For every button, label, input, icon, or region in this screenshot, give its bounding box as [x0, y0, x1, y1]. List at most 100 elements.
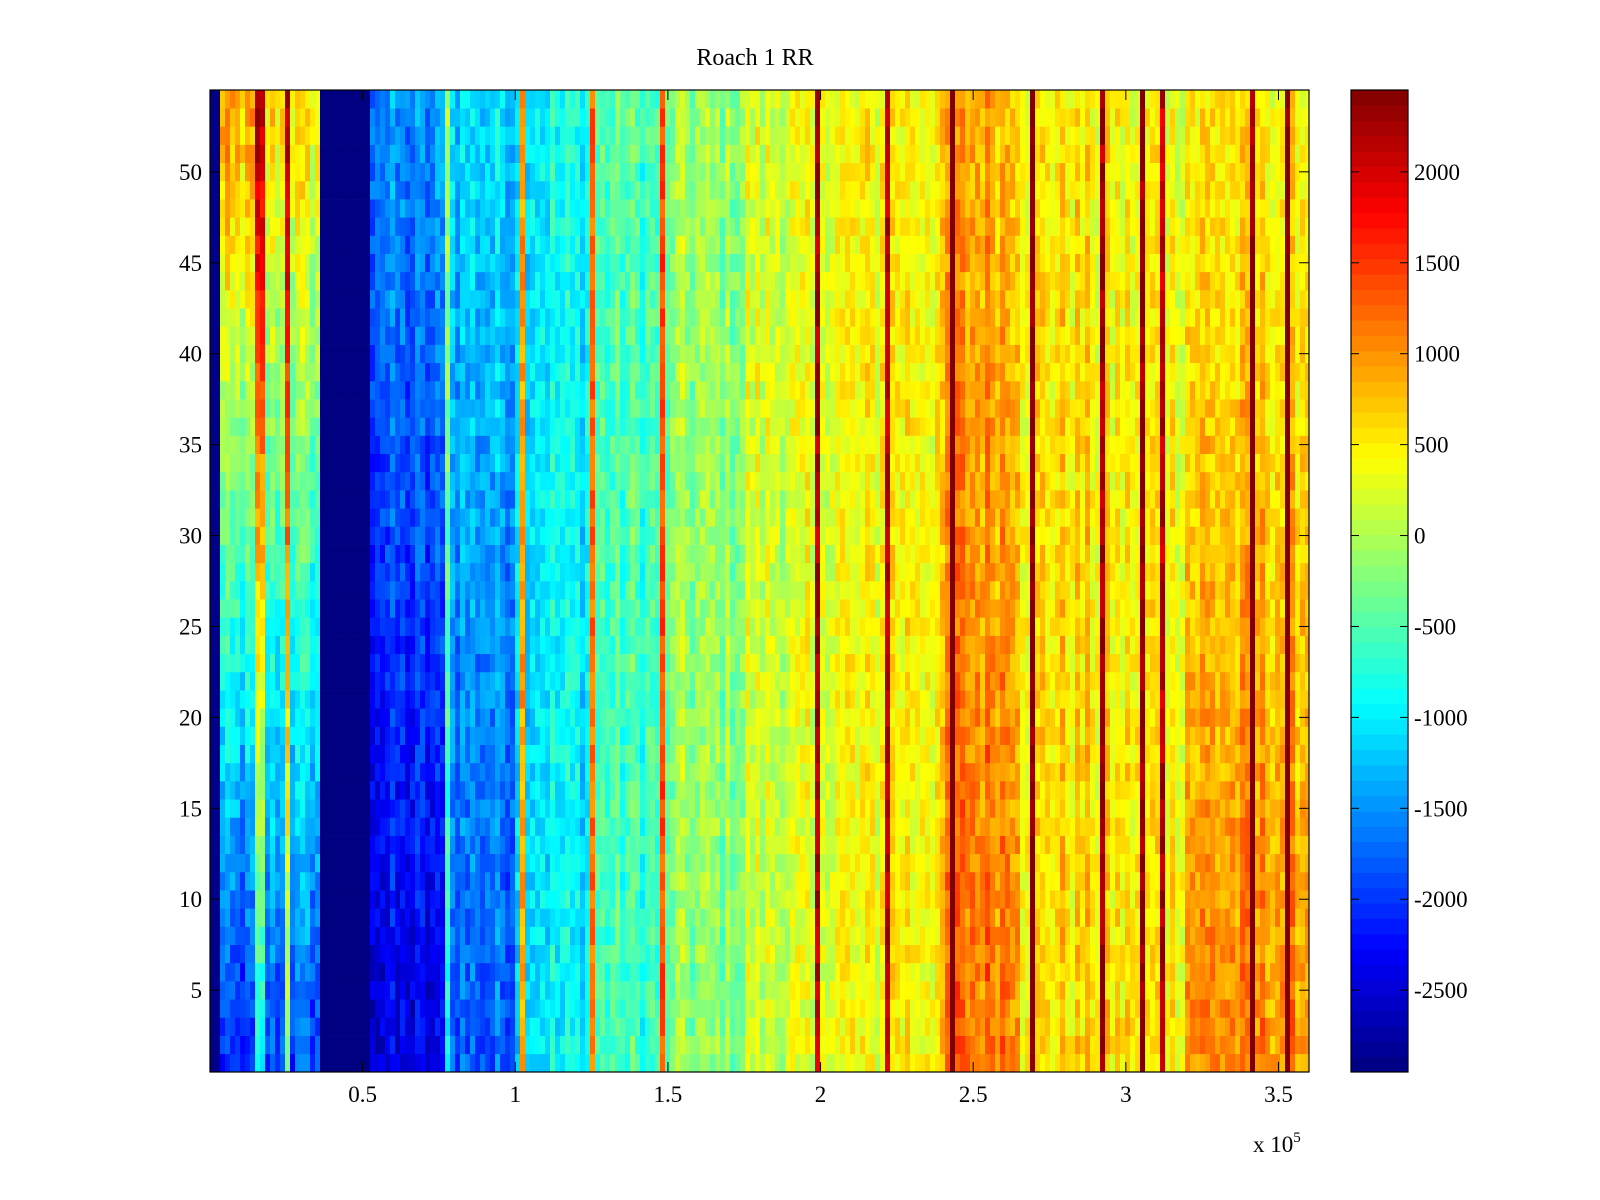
heatmap-cell: [305, 690, 311, 709]
heatmap-cell: [665, 380, 671, 400]
heatmap-cell: [270, 344, 276, 364]
heatmap-cell: [475, 235, 481, 254]
heatmap-cell: [580, 926, 586, 946]
heatmap-cell: [270, 217, 276, 236]
heatmap-cell: [390, 544, 396, 564]
heatmap-cell: [540, 380, 546, 400]
heatmap-cell: [270, 671, 276, 691]
heatmap-cell: [430, 471, 436, 491]
heatmap-cell: [395, 744, 401, 764]
heatmap-cell: [225, 908, 231, 927]
heatmap-cell: [540, 726, 546, 745]
heatmap-cell: [345, 599, 351, 618]
heatmap-cell: [540, 180, 546, 200]
heatmap-cell: [330, 853, 336, 873]
heatmap-cell: [265, 380, 271, 400]
heatmap-cell: [550, 708, 556, 727]
heatmap-cell: [220, 726, 226, 745]
heatmap-cell: [305, 1017, 311, 1036]
heatmap-cell: [435, 126, 441, 145]
heatmap-cell: [520, 890, 526, 909]
heatmap-cell: [465, 271, 471, 291]
heatmap-cell: [280, 908, 286, 927]
heatmap-cell: [395, 1017, 401, 1036]
heatmap-cell: [620, 453, 626, 473]
heatmap-cell: [535, 926, 541, 946]
heatmap-cell: [225, 108, 231, 127]
heatmap-cell: [585, 1053, 591, 1073]
heatmap-cell: [520, 526, 526, 545]
heatmap-cell: [515, 217, 521, 236]
heatmap-cell: [585, 126, 591, 145]
heatmap-cell: [430, 180, 436, 200]
heatmap-cell: [490, 180, 496, 200]
heatmap-cell: [415, 453, 421, 473]
heatmap-cell: [585, 544, 591, 564]
heatmap-cell: [630, 344, 636, 364]
heatmap-cell: [280, 762, 286, 782]
heatmap-cell: [500, 290, 506, 309]
heatmap-cell: [310, 326, 316, 345]
heatmap-cell: [295, 126, 301, 145]
heatmap-cell: [470, 999, 476, 1018]
heatmap-cell: [610, 744, 616, 764]
heatmap-cell: [470, 690, 476, 709]
heatmap-cell: [265, 235, 271, 254]
heatmap-cell: [220, 271, 226, 291]
heatmap-cell: [210, 126, 216, 145]
heatmap-cell: [345, 926, 351, 946]
heatmap-cell: [550, 271, 556, 291]
heatmap-cell: [590, 981, 596, 1000]
heatmap-cell: [625, 399, 631, 418]
heatmap-cell: [265, 690, 271, 709]
heatmap-cell: [525, 981, 531, 1000]
heatmap-cell: [575, 508, 581, 527]
heatmap-cell: [615, 581, 621, 600]
heatmap-cell: [305, 1053, 311, 1073]
heatmap-cell: [305, 126, 311, 145]
heatmap-cell: [655, 744, 661, 764]
heatmap-cell: [470, 508, 476, 527]
heatmap-cell: [330, 326, 336, 345]
heatmap-cell: [525, 962, 531, 982]
heatmap-cell: [215, 562, 221, 582]
heatmap-cell: [585, 1017, 591, 1036]
heatmap-cell: [580, 890, 586, 909]
heatmap-cell: [435, 690, 441, 709]
heatmap-cell: [280, 690, 286, 709]
heatmap-cell: [580, 635, 586, 655]
heatmap-cell: [445, 90, 451, 109]
heatmap-cell: [355, 562, 361, 582]
heatmap-cell: [590, 108, 596, 127]
heatmap-cell: [255, 690, 261, 709]
heatmap-cell: [580, 781, 586, 800]
heatmap-cell: [645, 762, 651, 782]
heatmap-cell: [520, 908, 526, 927]
heatmap-cell: [425, 308, 431, 327]
heatmap-cell: [210, 690, 216, 709]
heatmap-cell: [400, 526, 406, 545]
heatmap-cell: [645, 490, 651, 509]
heatmap-cell: [635, 490, 641, 509]
heatmap-cell: [500, 235, 506, 254]
heatmap-cell: [345, 308, 351, 327]
heatmap-cell: [460, 835, 466, 855]
heatmap-cell: [390, 162, 396, 182]
heatmap-cell: [325, 417, 331, 436]
heatmap-cell: [605, 90, 611, 109]
heatmap-cell: [360, 744, 366, 764]
heatmap-cell: [350, 108, 356, 127]
heatmap-cell: [210, 399, 216, 418]
heatmap-cell: [570, 380, 576, 400]
heatmap-cell: [545, 999, 551, 1018]
heatmap-cell: [650, 199, 656, 218]
heatmap-cell: [555, 508, 561, 527]
heatmap-cell: [355, 853, 361, 873]
heatmap-cell: [545, 126, 551, 145]
heatmap-cell: [395, 1053, 401, 1073]
heatmap-cell: [485, 108, 491, 127]
heatmap-cell: [300, 326, 306, 345]
heatmap-cell: [520, 326, 526, 345]
heatmap-cell: [610, 490, 616, 509]
heatmap-cell: [265, 490, 271, 509]
